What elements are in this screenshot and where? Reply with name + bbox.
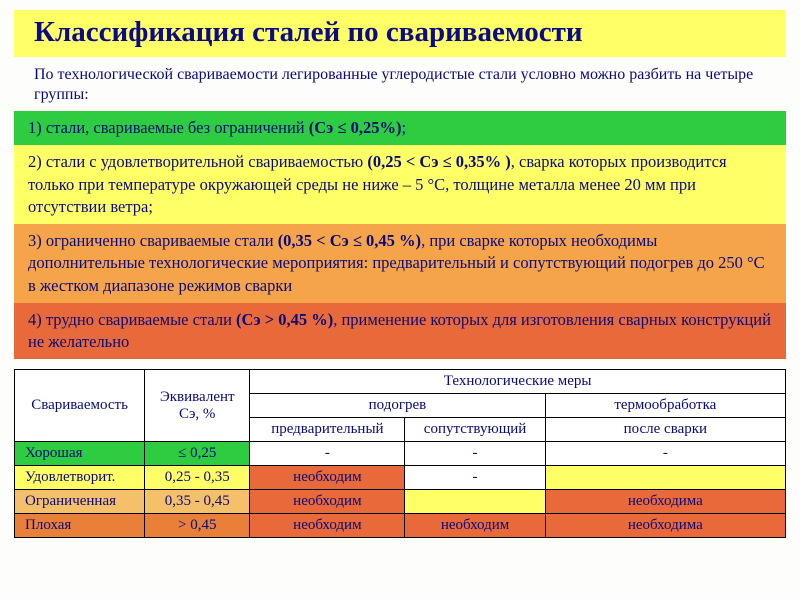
group-2-num: 2) bbox=[28, 152, 42, 171]
cell-post: необходима bbox=[545, 514, 785, 538]
group-3-bold: (0,35 < Cэ ≤ 0,45 %) bbox=[278, 231, 421, 250]
cell-soput: необходим bbox=[405, 514, 545, 538]
th-post: после сварки bbox=[545, 418, 785, 442]
group-4-lead: трудно свариваемые стали bbox=[42, 310, 236, 329]
table-row: Ограниченная 0,35 - 0,45 необходим необх… bbox=[15, 490, 786, 514]
group-2-lead: стали с удовлетворительной свариваемость… bbox=[42, 152, 368, 171]
cell-weld: Удовлетворит. bbox=[15, 466, 145, 490]
group-1-bold: (Cэ ≤ 0,25%) bbox=[309, 118, 402, 137]
intro-text: По технологической свариваемости легиров… bbox=[14, 59, 786, 111]
measures-table: Свариваемость Эквивалент Cэ, % Технологи… bbox=[14, 369, 786, 538]
cell-soput: - bbox=[405, 466, 545, 490]
group-1-text: стали, свариваемые без ограничений bbox=[42, 118, 309, 137]
group-3-lead: ограниченно свариваемые стали bbox=[42, 231, 278, 250]
group-3-num: 3) bbox=[28, 231, 42, 250]
table-row: Хорошая ≤ 0,25 - - - bbox=[15, 442, 786, 466]
group-4-bold: (Cэ > 0,45 %) bbox=[236, 310, 333, 329]
cell-post: необходима bbox=[545, 490, 785, 514]
cell-ce: 0,25 - 0,35 bbox=[145, 466, 250, 490]
cell-weld: Ограниченная bbox=[15, 490, 145, 514]
group-1-num: 1) bbox=[28, 118, 42, 137]
th-podogrev: подогрев bbox=[250, 394, 545, 418]
th-weldability: Свариваемость bbox=[15, 370, 145, 442]
group-1-band: 1) стали, свариваемые без ограничений (C… bbox=[14, 111, 786, 145]
cell-ce: > 0,45 bbox=[145, 514, 250, 538]
group-4-band: 4) трудно свариваемые стали (Cэ > 0,45 %… bbox=[14, 303, 786, 360]
cell-ce: ≤ 0,25 bbox=[145, 442, 250, 466]
th-ce: Эквивалент Cэ, % bbox=[145, 370, 250, 442]
cell-soput bbox=[405, 490, 545, 514]
table-row: Удовлетворит. 0,25 - 0,35 необходим - bbox=[15, 466, 786, 490]
page-title: Классификация сталей по свариваемости bbox=[14, 10, 786, 57]
th-pre: предварительный bbox=[250, 418, 405, 442]
th-tech: Технологические меры bbox=[250, 370, 786, 394]
cell-post: - bbox=[545, 442, 785, 466]
group-4-num: 4) bbox=[28, 310, 42, 329]
cell-pre: - bbox=[250, 442, 405, 466]
cell-pre: необходим bbox=[250, 490, 405, 514]
group-2-bold: (0,25 < Cэ ≤ 0,35% ) bbox=[367, 152, 510, 171]
cell-pre: необходим bbox=[250, 514, 405, 538]
table-row: Плохая > 0,45 необходим необходим необхо… bbox=[15, 514, 786, 538]
cell-ce: 0,35 - 0,45 bbox=[145, 490, 250, 514]
table-header-row-1: Свариваемость Эквивалент Cэ, % Технологи… bbox=[15, 370, 786, 394]
group-1-tail: ; bbox=[401, 118, 406, 137]
th-termo: термообработка bbox=[545, 394, 785, 418]
cell-pre: необходим bbox=[250, 466, 405, 490]
cell-weld: Хорошая bbox=[15, 442, 145, 466]
th-soput: сопутствующий bbox=[405, 418, 545, 442]
cell-soput: - bbox=[405, 442, 545, 466]
cell-weld: Плохая bbox=[15, 514, 145, 538]
group-2-band: 2) стали с удовлетворительной свариваемо… bbox=[14, 145, 786, 224]
group-3-band: 3) ограниченно свариваемые стали (0,35 <… bbox=[14, 224, 786, 303]
cell-post bbox=[545, 466, 785, 490]
